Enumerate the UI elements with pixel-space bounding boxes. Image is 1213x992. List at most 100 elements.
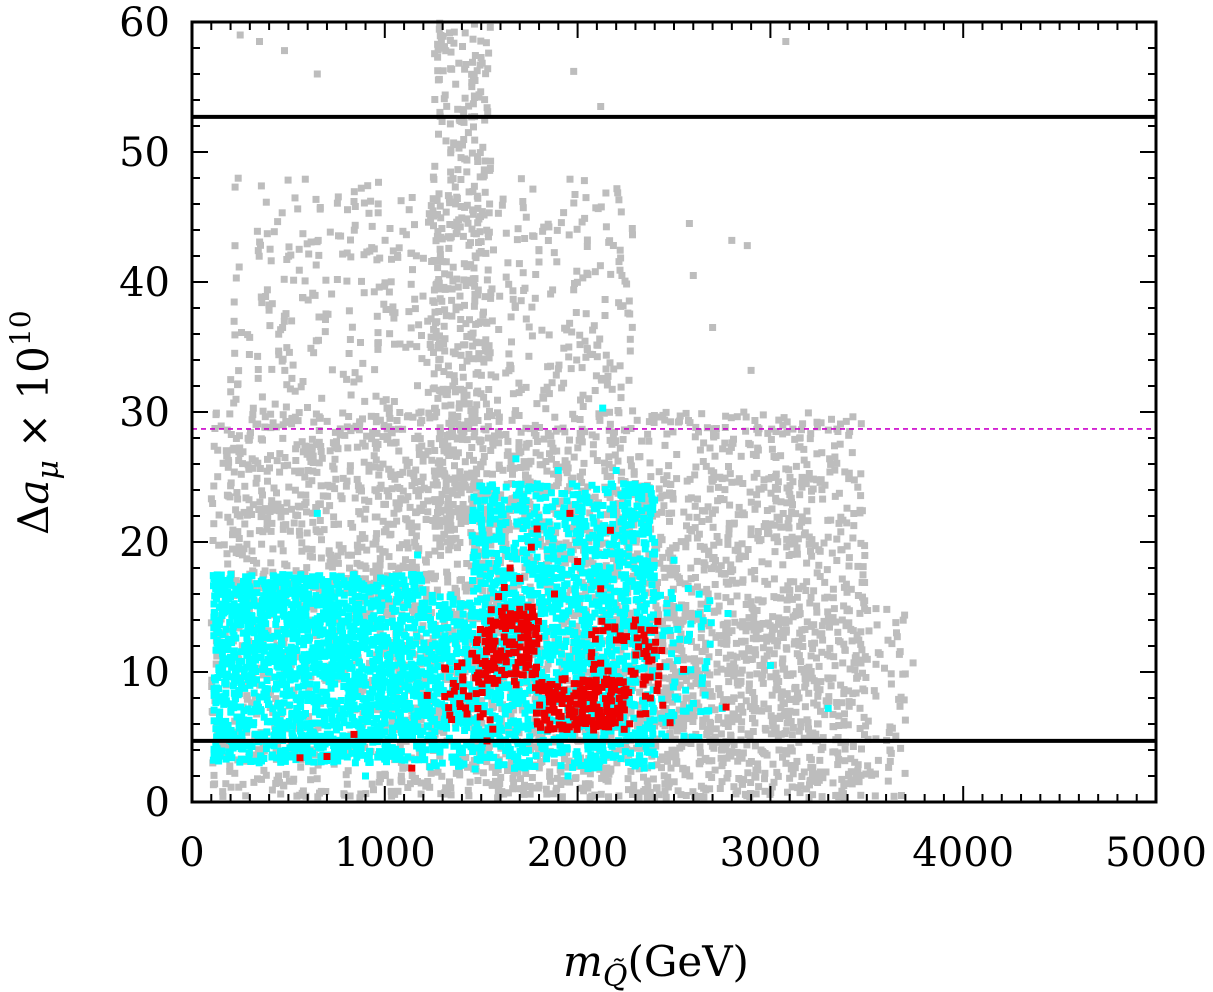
data-point [777,498,785,506]
data-point [354,548,362,556]
data-point [666,489,673,497]
data-point [712,633,720,641]
series-1 [209,404,832,780]
data-point [395,565,402,573]
data-point [485,526,493,534]
data-point [861,653,869,661]
data-point [808,552,816,560]
data-point [580,635,588,643]
data-point [829,710,837,718]
data-point [482,336,490,344]
data-point [425,409,433,417]
data-point [364,182,372,190]
data-point [817,746,825,754]
data-point [792,708,800,716]
data-point [276,450,284,458]
data-point [371,513,379,521]
data-point [269,419,277,427]
data-point [520,784,527,792]
data-point [279,324,287,331]
data-point [803,785,811,793]
data-point [584,668,591,676]
data-point [739,749,747,757]
data-point [730,741,738,749]
data-point [759,679,767,687]
data-point [276,468,284,476]
data-point [579,391,587,399]
data-point [470,123,477,131]
data-point [751,647,759,655]
data-point [448,312,456,320]
data-point [344,444,352,452]
data-point [302,792,310,800]
data-point [734,757,742,765]
data-point [658,536,666,544]
data-point [441,530,449,538]
data-point [268,497,276,505]
data-point [356,535,364,543]
data-point [255,506,263,513]
data-point [411,305,419,313]
data-point [626,609,634,617]
data-point [734,787,742,795]
data-point [564,778,572,786]
data-point [710,541,718,549]
data-point [795,641,803,649]
data-point [695,530,703,538]
data-point [476,61,484,69]
data-point [616,362,624,370]
data-point [806,781,813,789]
data-point [471,406,479,413]
data-point [725,525,733,533]
data-point [633,416,641,424]
data-point [779,510,787,517]
data-point [786,491,794,499]
data-point [749,450,757,458]
data-point [333,444,341,452]
data-point [663,430,671,438]
data-point [396,340,404,348]
data-point [759,411,767,419]
data-point [473,67,481,75]
data-point [682,607,690,615]
data-point [505,367,513,375]
data-point [415,492,423,500]
data-point [343,375,351,383]
data-point [358,543,366,551]
data-point [624,775,632,783]
data-point [834,628,842,636]
data-point [796,434,804,442]
data-point [517,175,525,183]
data-point [720,496,728,504]
data-point [617,394,625,402]
data-point [426,341,434,348]
data-point [272,695,280,703]
data-point [318,454,326,462]
data-point [616,444,624,452]
data-point [487,541,495,549]
data-point [803,461,811,469]
data-point [334,552,342,560]
data-point [480,308,487,316]
data-point [821,711,829,719]
data-point [838,616,846,624]
data-point [686,526,694,533]
data-point [412,487,420,495]
data-point [721,424,729,431]
data-point [425,210,433,218]
data-point [461,458,469,466]
data-point [219,459,227,467]
data-point [404,784,412,791]
data-point [843,542,851,550]
data-point [549,286,557,294]
data-point [365,461,373,469]
data-point [394,483,402,491]
data-point [854,483,862,491]
data-point [388,429,396,437]
data-point [485,742,493,750]
data-point [277,540,285,548]
data-point [409,266,416,274]
data-point [613,185,621,193]
data-point [798,773,806,780]
data-point [438,772,446,780]
